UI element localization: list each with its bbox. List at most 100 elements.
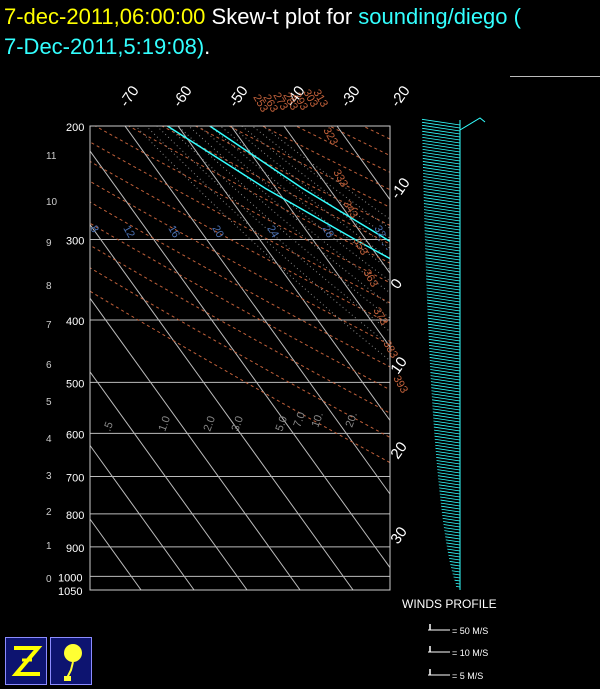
height-tick-label: 9 bbox=[46, 238, 52, 249]
wind-barb bbox=[429, 360, 461, 366]
wind-barb bbox=[437, 472, 461, 477]
wind-barb bbox=[444, 530, 461, 534]
mixing-ratio-line bbox=[415, 240, 600, 591]
wind-barb bbox=[422, 161, 461, 168]
wind-barb bbox=[423, 197, 461, 204]
wind-barb bbox=[431, 390, 461, 396]
wind-barb bbox=[428, 332, 461, 339]
pressure-tick-label: 400 bbox=[66, 316, 84, 328]
wind-barb bbox=[422, 124, 461, 132]
moist-label: 1.0 bbox=[157, 415, 174, 433]
wind-barb bbox=[448, 557, 461, 561]
wind-barb bbox=[423, 203, 461, 210]
dry-adiabat bbox=[128, 126, 390, 264]
wind-barb bbox=[421, 121, 461, 129]
dry-adiabat-label: 393 bbox=[390, 374, 410, 396]
mixing-ratio-label: 8 bbox=[87, 224, 100, 235]
height-tick-label: 10 bbox=[46, 197, 58, 208]
zeta-logo[interactable] bbox=[5, 637, 47, 685]
moist-label: 3.0 bbox=[230, 415, 247, 433]
wind-barb bbox=[425, 251, 461, 258]
wind-barb bbox=[443, 527, 461, 531]
wind-barb bbox=[425, 245, 461, 252]
wind-barb bbox=[427, 320, 461, 327]
valid-time: 7-dec-2011,06:00:00 bbox=[4, 4, 206, 29]
isotherm bbox=[283, 126, 390, 275]
wind-barb bbox=[449, 561, 461, 564]
wind-barb bbox=[436, 457, 461, 462]
isotherm bbox=[336, 126, 390, 201]
wind-barb bbox=[455, 582, 461, 585]
wind-barb bbox=[441, 511, 461, 516]
mixing-ratio-label: 24 bbox=[264, 224, 281, 241]
wind-barb bbox=[428, 341, 461, 348]
winds-profile-label: WINDS PROFILE bbox=[402, 597, 497, 611]
wind-barb bbox=[426, 299, 461, 306]
wind-barb bbox=[435, 447, 461, 453]
wind-barb bbox=[430, 372, 461, 378]
moist-adiabat bbox=[156, 126, 390, 333]
wind-barb bbox=[429, 347, 461, 354]
wind-barb bbox=[426, 296, 461, 303]
wind-barb bbox=[425, 269, 461, 276]
temperature-label: 10 bbox=[387, 354, 410, 377]
wind-barb bbox=[423, 170, 461, 177]
wind-barb bbox=[422, 127, 461, 135]
isotherm bbox=[90, 150, 390, 569]
wind-barb bbox=[435, 444, 461, 450]
moist-label: 5.0 bbox=[274, 415, 291, 433]
pressure-tick-label: 1000 bbox=[58, 572, 82, 584]
wind-barb bbox=[423, 179, 461, 186]
wind-barb bbox=[440, 499, 461, 504]
temperature-label: 30 bbox=[387, 524, 410, 547]
moist-adiabat bbox=[167, 126, 390, 319]
wind-barb bbox=[422, 158, 461, 165]
wind-barb bbox=[428, 326, 461, 333]
wind-barb bbox=[422, 148, 461, 156]
isotherm bbox=[90, 444, 195, 590]
wind-barb bbox=[436, 460, 461, 465]
wind-barb bbox=[450, 564, 461, 567]
pressure-tick-label: 700 bbox=[66, 473, 84, 485]
wind-legend-label: = 5 M/S bbox=[452, 671, 483, 681]
plot-frame bbox=[89, 125, 391, 591]
height-tick-label: 5 bbox=[46, 397, 52, 408]
plot-label: Skew-t plot for bbox=[211, 4, 353, 29]
wind-barb bbox=[427, 311, 461, 318]
wind-barb bbox=[422, 152, 461, 159]
mixing-ratio-line bbox=[593, 240, 600, 591]
wind-barb bbox=[424, 230, 461, 237]
wind-barb bbox=[424, 224, 461, 231]
wind-barb bbox=[425, 260, 461, 267]
wind-barb bbox=[434, 435, 461, 441]
pressure-tick-label: 500 bbox=[66, 378, 84, 390]
dry-adiabat bbox=[396, 126, 600, 590]
mixing-ratio-label: 32 bbox=[371, 224, 388, 241]
wind-barb bbox=[427, 302, 461, 309]
plot-title: 7-dec-2011,06:00:00 Skew-t plot for soun… bbox=[4, 2, 600, 62]
wind-barb bbox=[443, 521, 461, 525]
wind-barb bbox=[437, 466, 461, 471]
divider-line bbox=[510, 76, 600, 77]
wind-barb bbox=[434, 438, 461, 444]
wind-barb bbox=[426, 287, 461, 294]
temperature-label: -50 bbox=[225, 83, 251, 111]
wind-barb bbox=[430, 381, 461, 387]
isotherm bbox=[124, 126, 390, 495]
wind-barb bbox=[426, 275, 461, 282]
wind-barb bbox=[439, 493, 461, 498]
balloon-logo[interactable] bbox=[50, 637, 92, 685]
wind-barb bbox=[424, 242, 461, 249]
isotherm bbox=[443, 126, 600, 590]
mixing-ratio-line bbox=[480, 240, 600, 591]
wind-barb bbox=[424, 236, 461, 243]
dry-adiabat bbox=[90, 201, 390, 368]
wind-barb bbox=[426, 284, 461, 291]
mixing-ratio-line bbox=[377, 239, 390, 254]
wind-barb bbox=[452, 573, 461, 576]
wind-barb bbox=[438, 481, 461, 486]
moist-label: 2.0 bbox=[202, 415, 219, 433]
wind-barb bbox=[424, 212, 461, 219]
dry-adiabat-label: 363 bbox=[360, 268, 380, 290]
wind-barb bbox=[427, 305, 461, 312]
